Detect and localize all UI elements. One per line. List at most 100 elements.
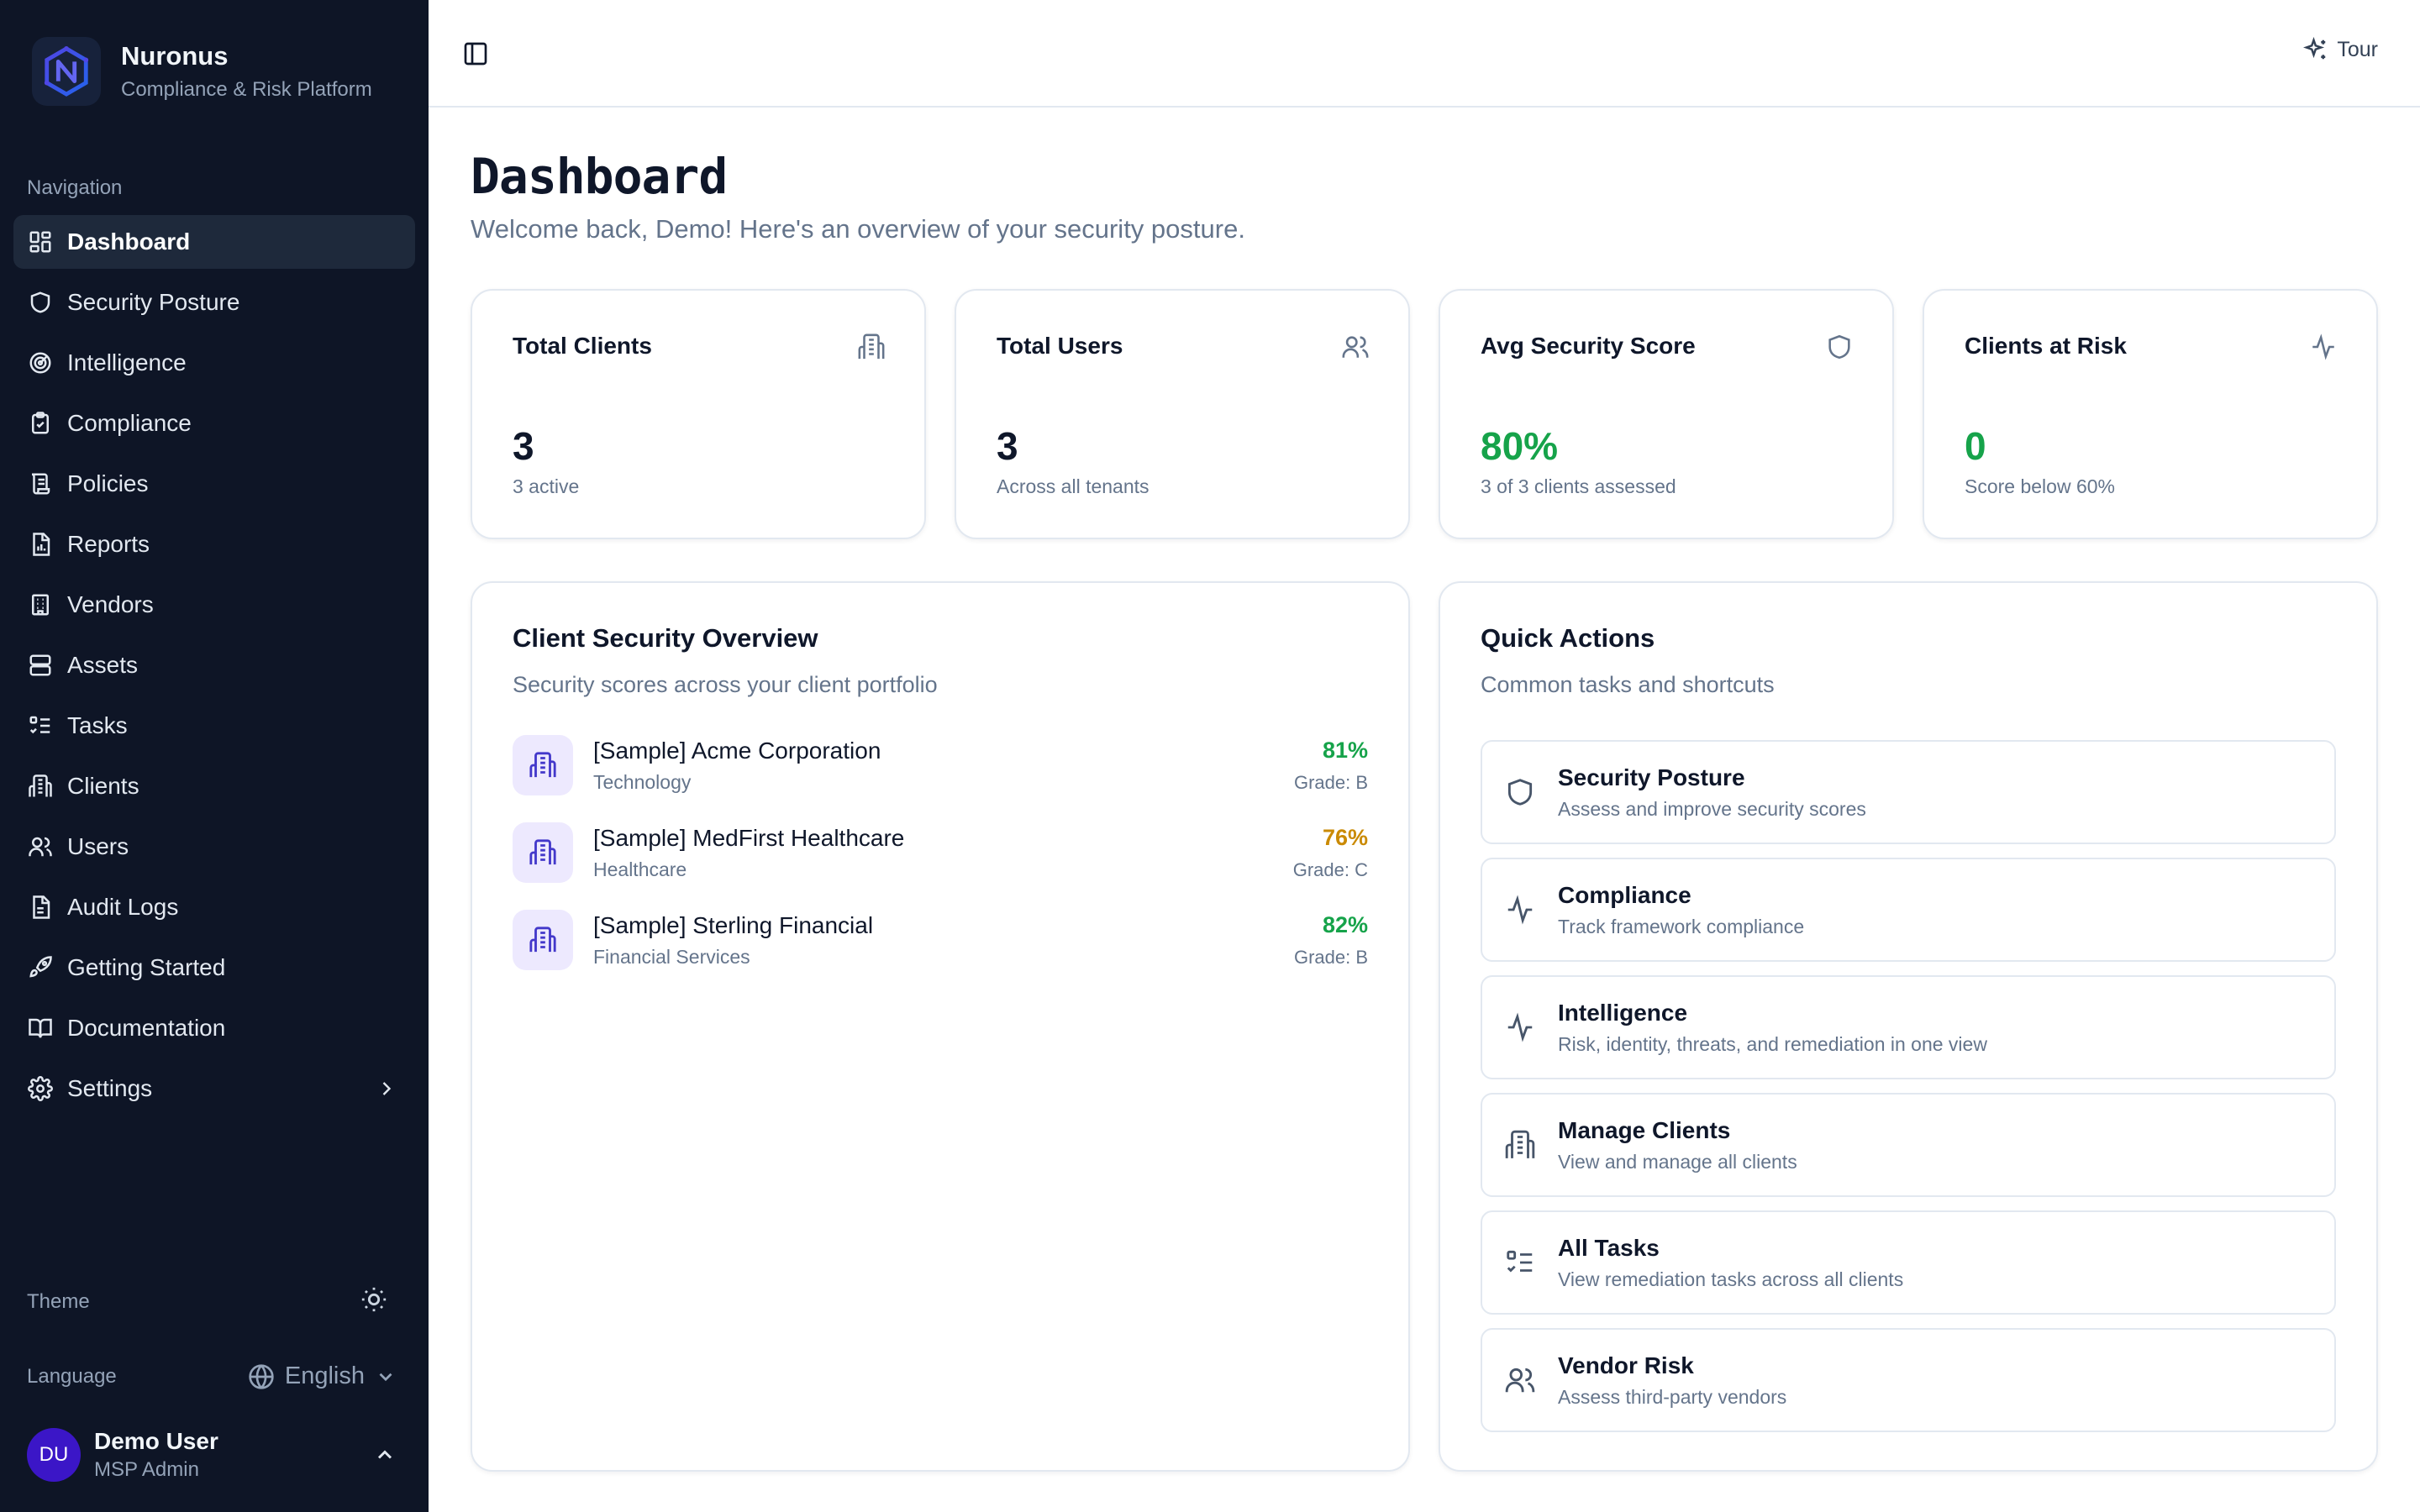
sidebar-item-vendors[interactable]: Vendors: [13, 578, 415, 632]
sidebar-item-compliance[interactable]: Compliance: [13, 396, 415, 450]
stat-label: Total Users: [997, 333, 1123, 359]
rocket-icon: [27, 954, 54, 981]
panel-subtitle: Common tasks and shortcuts: [1481, 672, 1775, 697]
stat-desc: 3 active: [513, 475, 580, 497]
sidebar-item-reports[interactable]: Reports: [13, 517, 415, 571]
sidebar-item-label: Policies: [67, 470, 149, 496]
list-checks-icon: [27, 712, 54, 739]
action-title: Compliance: [1558, 881, 1691, 908]
chevron-up-icon: [377, 1450, 392, 1459]
users-icon: [27, 833, 54, 860]
sidebar-item-label: Getting Started: [67, 954, 226, 980]
file-text-icon: [27, 894, 54, 921]
language-select[interactable]: English: [248, 1362, 397, 1390]
sidebar-item-label: Dashboard: [67, 228, 191, 255]
action-desc: View and manage all clients: [1558, 1150, 1797, 1173]
sidebar-item-clients[interactable]: Clients: [13, 759, 415, 813]
brand-name: Nuronus: [121, 41, 229, 71]
panel-left-icon: [464, 42, 487, 66]
stat-value: 0: [1965, 424, 1986, 468]
theme-row: Theme: [27, 1285, 388, 1318]
tour-button[interactable]: Tour: [2303, 37, 2378, 62]
stat-value: 3: [997, 424, 1018, 468]
brand[interactable]: Nuronus Compliance & Risk Platform: [0, 0, 429, 106]
stats-row: Total Clients 3 3 active Total Users 3 A…: [471, 289, 2378, 539]
sidebar-item-policies[interactable]: Policies: [13, 457, 415, 511]
dashboard-icon: [27, 228, 54, 255]
client-industry: Technology: [593, 770, 692, 793]
sidebar-item-settings[interactable]: Settings: [13, 1062, 415, 1116]
shield-icon: [27, 289, 54, 316]
stat-value: 80%: [1481, 424, 1559, 468]
report-icon: [27, 531, 54, 558]
main-content: Tour Dashboard Welcome back, Demo! Here'…: [429, 0, 2420, 1512]
list-checks-icon: [1502, 1245, 1538, 1280]
client-name: [Sample] MedFirst Healthcare: [593, 824, 905, 851]
action-security-posture[interactable]: Security Posture Assess and improve secu…: [1481, 740, 2336, 844]
building-icon: [858, 333, 885, 360]
topbar: Tour: [429, 0, 2420, 108]
book-icon: [27, 1015, 54, 1042]
client-grade: Grade: B: [1293, 771, 1368, 793]
client-row[interactable]: [Sample] Acme Corporation Technology 81%…: [513, 735, 1368, 795]
language-value: English: [284, 1362, 365, 1389]
client-row[interactable]: [Sample] Sterling Financial Financial Se…: [513, 910, 1368, 970]
stat-value: 3: [513, 424, 534, 468]
sun-icon[interactable]: [360, 1285, 388, 1318]
client-grade: Grade: B: [1293, 946, 1368, 968]
action-manage-clients[interactable]: Manage Clients View and manage all clien…: [1481, 1093, 2336, 1197]
activity-icon: [1502, 1010, 1538, 1045]
sidebar-toggle-button[interactable]: [459, 37, 492, 71]
stat-card-avg-security-score: Avg Security Score 80% 3 of 3 clients as…: [1439, 289, 1894, 539]
sidebar-item-label: Vendors: [67, 591, 154, 617]
sidebar-item-security-posture[interactable]: Security Posture: [13, 276, 415, 329]
action-compliance[interactable]: Compliance Track framework compliance: [1481, 858, 2336, 962]
sidebar-item-label: Tasks: [67, 712, 128, 738]
brand-subtitle: Compliance & Risk Platform: [121, 78, 372, 101]
nuronus-logo-icon: [32, 37, 101, 106]
user-menu[interactable]: DU Demo User MSP Admin: [27, 1428, 397, 1482]
building-icon: [513, 735, 573, 795]
sidebar-item-label: Intelligence: [67, 349, 187, 375]
sidebar-item-documentation[interactable]: Documentation: [13, 1001, 415, 1055]
stat-label: Clients at Risk: [1965, 333, 2127, 359]
action-vendor-risk[interactable]: Vendor Risk Assess third-party vendors: [1481, 1328, 2336, 1432]
stat-desc: 3 of 3 clients assessed: [1481, 475, 1676, 497]
sidebar-item-dashboard[interactable]: Dashboard: [13, 215, 415, 269]
client-row[interactable]: [Sample] MedFirst Healthcare Healthcare …: [513, 822, 1368, 883]
action-all-tasks[interactable]: All Tasks View remediation tasks across …: [1481, 1210, 2336, 1315]
office-icon: [27, 773, 54, 800]
sidebar-item-label: Assets: [67, 652, 139, 678]
client-grade: Grade: C: [1292, 858, 1368, 880]
panel-title: Client Security Overview: [513, 623, 818, 653]
sidebar-item-label: Settings: [67, 1075, 153, 1101]
users-icon: [1502, 1362, 1538, 1398]
sidebar-item-audit-logs[interactable]: Audit Logs: [13, 880, 415, 934]
quick-actions: Quick Actions Common tasks and shortcuts…: [1439, 581, 2378, 1472]
sidebar-item-label: Documentation: [67, 1015, 226, 1041]
action-intelligence[interactable]: Intelligence Risk, identity, threats, an…: [1481, 975, 2336, 1079]
sidebar-item-users[interactable]: Users: [13, 820, 415, 874]
sidebar-nav: Dashboard Security Posture Intelligence …: [13, 215, 415, 1122]
sidebar-item-getting-started[interactable]: Getting Started: [13, 941, 415, 995]
sidebar-item-tasks[interactable]: Tasks: [13, 699, 415, 753]
avatar: DU: [27, 1428, 81, 1482]
sidebar-item-label: Reports: [67, 531, 150, 557]
sidebar: Nuronus Compliance & Risk Platform Navig…: [0, 0, 429, 1512]
action-desc: View remediation tasks across all client…: [1558, 1268, 1904, 1290]
stat-card-clients-at-risk: Clients at Risk 0 Score below 60%: [1923, 289, 2378, 539]
action-title: Vendor Risk: [1558, 1352, 1694, 1378]
building-icon: [513, 822, 573, 883]
building-icon: [513, 910, 573, 970]
shield-icon: [1828, 334, 1850, 360]
language-label: Language: [27, 1364, 117, 1388]
action-title: Security Posture: [1558, 764, 1745, 790]
client-score: 76%: [1322, 824, 1368, 850]
language-row: Language English: [27, 1362, 397, 1390]
sidebar-item-label: Users: [67, 833, 129, 859]
sidebar-item-assets[interactable]: Assets: [13, 638, 415, 692]
sidebar-item-intelligence[interactable]: Intelligence: [13, 336, 415, 390]
nav-heading: Navigation: [27, 176, 123, 199]
action-desc: Assess and improve security scores: [1558, 797, 1866, 820]
